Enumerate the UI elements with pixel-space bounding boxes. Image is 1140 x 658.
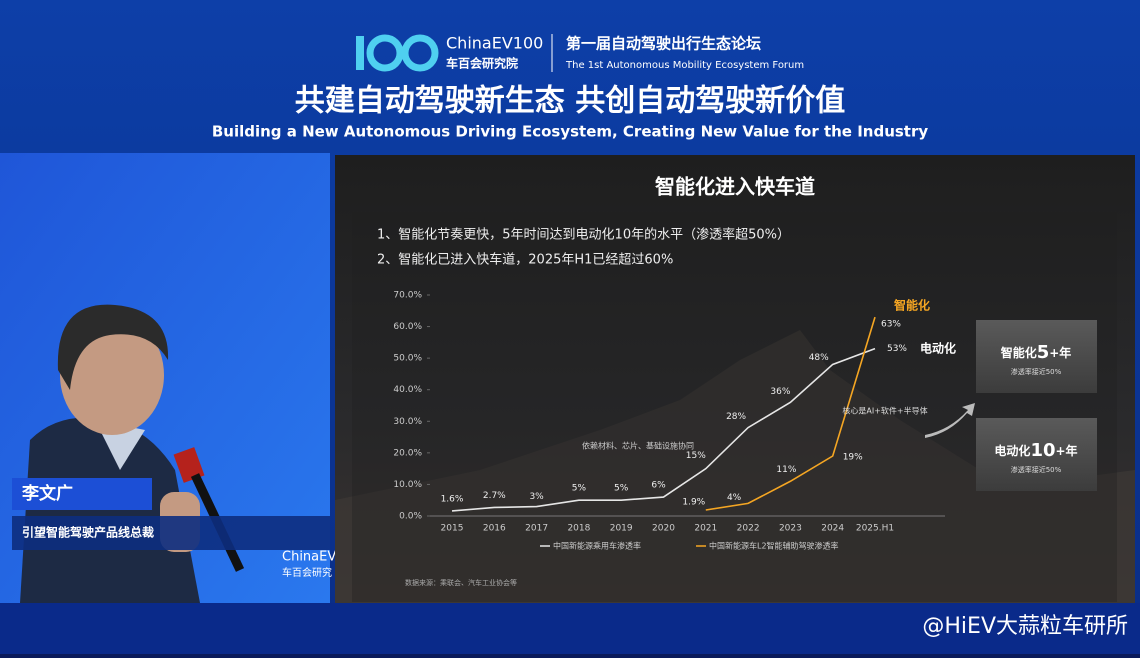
forum-cn: 第一届自动驾驶出行生态论坛 [566, 35, 761, 53]
x-tick-label: 2016 [483, 524, 506, 534]
info-box [976, 320, 1097, 393]
value-label: 48% [809, 353, 829, 363]
box-label: 电动化 [994, 443, 1030, 458]
value-label: 53% [887, 344, 907, 354]
value-label: 19% [843, 453, 863, 463]
annotation: 电动化 [920, 341, 956, 356]
arrow [925, 403, 975, 438]
x-tick-label: 2021 [694, 524, 717, 534]
y-tick-label: 40.0% [393, 385, 422, 395]
box-note: 渗透率接近50% [1011, 367, 1062, 376]
value-label: 2.7% [483, 491, 506, 501]
value-label: 63% [881, 320, 901, 330]
x-tick-label: 2017 [525, 524, 548, 534]
value-label: 28% [726, 412, 746, 422]
x-tick-label: 2025.H1 [856, 524, 894, 534]
value-label: 6% [651, 481, 666, 491]
series-line [451, 347, 876, 512]
logo-mark [356, 34, 439, 72]
podium-logo-cn: 车百会研究 [282, 566, 332, 579]
x-tick-label: 2019 [610, 524, 633, 534]
legend-label: 中国新能源乘用车渗透率 [553, 541, 641, 551]
logo-cn: 车百会研究院 [446, 56, 518, 71]
annotation: 依赖材料、芯片、基础设施协同 [582, 441, 694, 451]
slogan-en: Building a New Autonomous Driving Ecosys… [212, 123, 929, 141]
value-label: 1.9% [682, 498, 705, 508]
bullet: 1、智能化节奏更快，5年时间达到电动化10年的水平（渗透率超50%） [377, 227, 790, 243]
speaker-role: 引望智能驾驶产品线总裁 [22, 525, 154, 540]
x-tick-label: 2022 [737, 524, 760, 534]
annotation: 核心是AI+软件+半导体 [842, 406, 927, 416]
value-label: 5% [572, 484, 587, 494]
box-heading: 电动化10+年 [994, 440, 1077, 461]
logo-en: ChinaEV100 [446, 34, 543, 53]
y-tick-label: 10.0% [393, 480, 422, 490]
box-number: 10 [1030, 440, 1055, 461]
annotation: 智能化 [893, 298, 930, 313]
y-tick-label: 0.0% [399, 512, 422, 522]
slogan-cn: 共建自动驾驶新生态 共创自动驾驶新价值 [295, 84, 845, 119]
slide-title: 智能化进入快车道 [655, 175, 815, 199]
y-tick-label: 70.0% [393, 291, 422, 301]
floor [0, 603, 1140, 654]
x-tick-label: 2015 [441, 524, 464, 534]
x-tick-label: 2020 [652, 524, 675, 534]
value-label: 3% [529, 492, 544, 502]
speaker-name: 李文广 [22, 483, 73, 504]
box-suffix: +年 [1056, 443, 1078, 458]
bullet: 2、智能化已进入快车道，2025年H1已经超过60% [377, 252, 673, 268]
box-heading: 智能化5+年 [1000, 342, 1072, 363]
value-label: 15% [686, 451, 706, 461]
value-label: 5% [614, 484, 629, 494]
source: 数据来源：乘联会、汽车工业协会等 [405, 578, 517, 587]
role-box [12, 516, 330, 550]
value-label: 36% [770, 387, 790, 397]
box-suffix: +年 [1049, 345, 1071, 360]
box-label: 智能化 [1000, 345, 1037, 360]
slide-panel [352, 212, 1117, 602]
x-tick-label: 2018 [567, 524, 590, 534]
y-tick-label: 60.0% [393, 322, 422, 332]
x-tick-label: 2024 [821, 524, 844, 534]
forum-en: The 1st Autonomous Mobility Ecosystem Fo… [565, 60, 804, 71]
y-tick-label: 50.0% [393, 354, 422, 364]
x-tick-label: 2023 [779, 524, 802, 534]
value-label: 11% [776, 465, 796, 475]
mountain [335, 330, 1135, 603]
value-label: 1.6% [441, 494, 464, 504]
y-tick-label: 20.0% [393, 448, 422, 458]
box-note: 渗透率接近50% [1011, 465, 1062, 474]
series-line [705, 316, 876, 511]
box-number: 5 [1037, 342, 1050, 363]
legend-label: 中国新能源车L2智能辅助驾驶渗透率 [709, 541, 839, 551]
watermark: @HiEV大蒜粒车研所 [922, 614, 1128, 639]
value-label: 4% [727, 493, 742, 503]
name-box [12, 478, 152, 510]
info-box [976, 418, 1097, 491]
y-tick-label: 30.0% [393, 417, 422, 427]
